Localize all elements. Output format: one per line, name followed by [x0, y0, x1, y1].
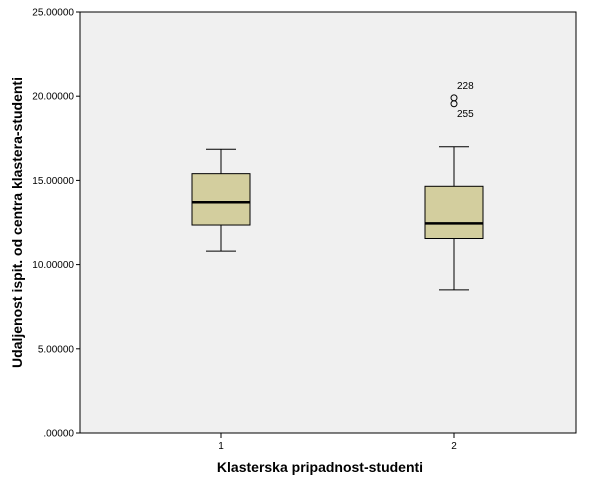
y-tick-label: .00000	[43, 429, 74, 440]
box-iqr	[191, 173, 251, 226]
box-iqr	[424, 185, 484, 239]
y-tick-label: 15.00000	[32, 176, 74, 187]
y-tick-label: 10.00000	[32, 260, 74, 271]
box-group-1	[191, 148, 251, 252]
y-axis-title: Udaljenost ispit. od centra klastera-stu…	[9, 77, 25, 368]
x-tick-label: 1	[218, 441, 224, 452]
y-tick-label: 5.00000	[38, 344, 75, 355]
y-tick-label: 25.00000	[32, 8, 74, 19]
y-tick-label: 20.00000	[32, 92, 74, 103]
y-axis: .00000 5.00000 10.00000 15.00000 20.00000 25.…	[32, 8, 80, 440]
box-group-2: 228 255	[424, 81, 484, 291]
plot-area	[79, 11, 577, 434]
x-axis-title: Klasterska pripadnost-studenti	[217, 459, 423, 475]
outlier-label: 255	[457, 109, 474, 120]
box-series: 228 255	[191, 81, 484, 291]
outlier-point	[450, 100, 458, 108]
x-tick-label: 2	[451, 441, 457, 452]
outlier-label: 228	[457, 81, 474, 92]
